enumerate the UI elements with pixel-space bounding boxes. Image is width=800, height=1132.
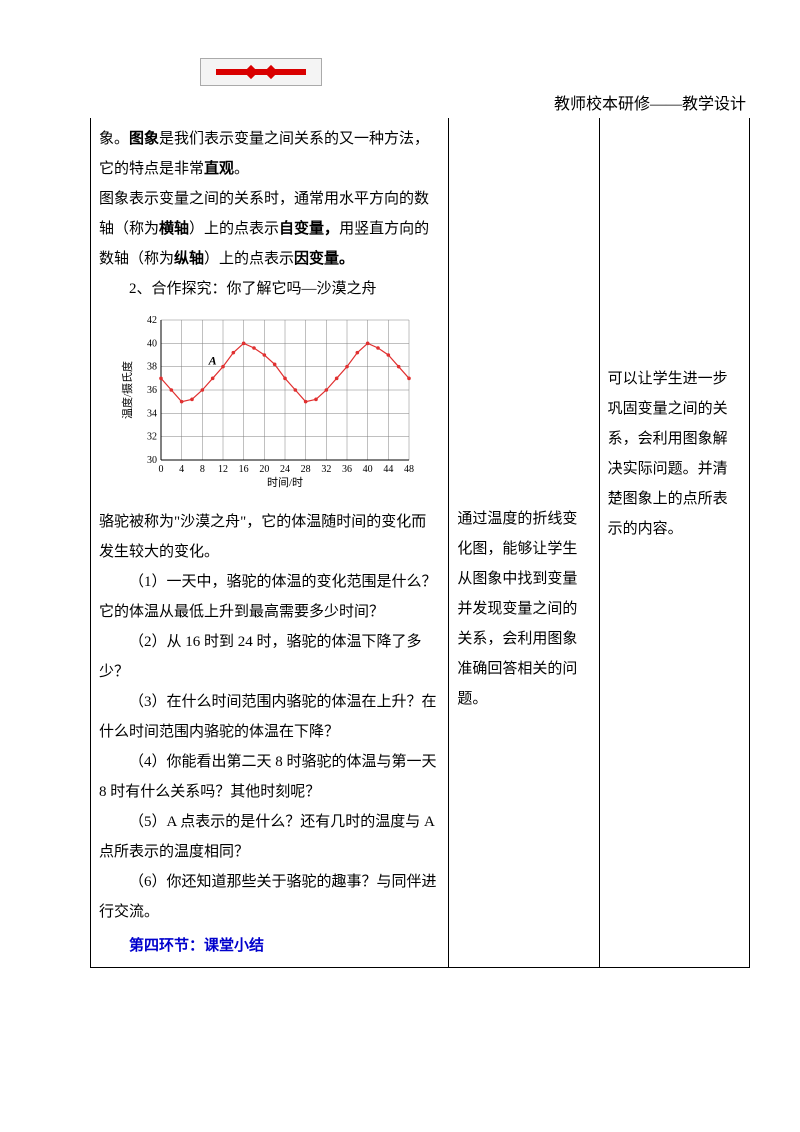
header-decoration	[200, 58, 322, 86]
svg-text:30: 30	[147, 455, 157, 466]
text: ）上的点表示	[204, 251, 294, 267]
svg-text:28: 28	[301, 464, 311, 475]
svg-text:36: 36	[342, 464, 352, 475]
question-1: （1）一天中，骆驼的体温的变化范围是什么？它的体温从最低上升到最高需要多少时间？	[99, 567, 440, 627]
svg-text:40: 40	[147, 338, 157, 349]
temperature-chart: 3032343638404204812162024283236404448A时间…	[119, 310, 440, 501]
bold-text: 横轴	[159, 221, 189, 237]
intro-paragraph-2: 图象表示变量之间的关系时，通常用水平方向的数轴（称为横轴）上的点表示自变量，用竖…	[99, 184, 440, 274]
section-4-heading: 第四环节：课堂小结	[99, 931, 440, 961]
question-3: （3）在什么时间范围内骆驼的体温在上升？在什么时间范围内骆驼的体温在下降？	[99, 687, 440, 747]
svg-text:温度/摄氏度: 温度/摄氏度	[120, 361, 134, 419]
svg-text:0: 0	[159, 464, 164, 475]
column-notes: 可以让学生进一步巩固变量之间的关系，会利用图象解决实际问题。并清楚图象上的点所表…	[599, 118, 749, 968]
svg-text:38: 38	[147, 362, 157, 373]
camel-intro: 骆驼被称为"沙漠之舟"，它的体温随时间的变化而发生较大的变化。	[99, 507, 440, 567]
svg-text:42: 42	[147, 315, 157, 326]
bold-text: 直观	[204, 161, 234, 177]
svg-text:36: 36	[147, 385, 157, 396]
question-4: （4）你能看出第二天 8 时骆驼的体温与第一天 8 时有什么关系吗？其他时刻呢？	[99, 747, 440, 807]
subsection-2: 2、合作探究：你了解它吗—沙漠之舟	[99, 274, 440, 304]
chart-svg: 3032343638404204812162024283236404448A时间…	[119, 310, 419, 490]
intro-paragraph-1: 象。图象是我们表示变量之间关系的又一种方法，它的特点是非常直观。	[99, 124, 440, 184]
question-6: （6）你还知道那些关于骆驼的趣事？与同伴进行交流。	[99, 867, 440, 927]
column-purpose: 通过温度的折线变化图，能够让学生从图象中找到变量并发现变量之间的关系，会利用图象…	[449, 118, 599, 968]
svg-text:48: 48	[404, 464, 414, 475]
svg-text:4: 4	[179, 464, 184, 475]
purpose-text: 通过温度的折线变化图，能够让学生从图象中找到变量并发现变量之间的关系，会利用图象…	[457, 124, 590, 714]
column-content: 象。图象是我们表示变量之间关系的又一种方法，它的特点是非常直观。 图象表示变量之…	[91, 118, 449, 968]
notes-text: 可以让学生进一步巩固变量之间的关系，会利用图象解决实际问题。并清楚图象上的点所表…	[608, 124, 741, 544]
svg-text:12: 12	[218, 464, 228, 475]
text: 象。	[99, 131, 129, 147]
bold-text: 纵轴	[174, 251, 204, 267]
svg-text:A: A	[208, 354, 217, 368]
page-header-title: 教师校本研修——教学设计	[90, 90, 750, 114]
question-5: （5）A 点表示的是什么？还有几时的温度与 A 点所表示的温度相同？	[99, 807, 440, 867]
svg-text:40: 40	[363, 464, 373, 475]
svg-text:24: 24	[280, 464, 290, 475]
text: ）上的点表示	[189, 221, 279, 237]
svg-text:时间/时: 时间/时	[267, 476, 303, 489]
text: 。	[234, 161, 249, 177]
bold-text: 因变量。	[294, 251, 354, 267]
lesson-table: 象。图象是我们表示变量之间关系的又一种方法，它的特点是非常直观。 图象表示变量之…	[90, 118, 750, 968]
svg-text:34: 34	[147, 408, 157, 419]
bold-text: 图象	[129, 131, 159, 147]
svg-text:32: 32	[321, 464, 331, 475]
svg-text:20: 20	[259, 464, 269, 475]
question-2: （2）从 16 时到 24 时，骆驼的体温下降了多少？	[99, 627, 440, 687]
svg-text:32: 32	[147, 432, 157, 443]
svg-text:16: 16	[239, 464, 249, 475]
svg-text:8: 8	[200, 464, 205, 475]
bold-text: 自变量，	[279, 221, 339, 237]
svg-text:44: 44	[383, 464, 393, 475]
